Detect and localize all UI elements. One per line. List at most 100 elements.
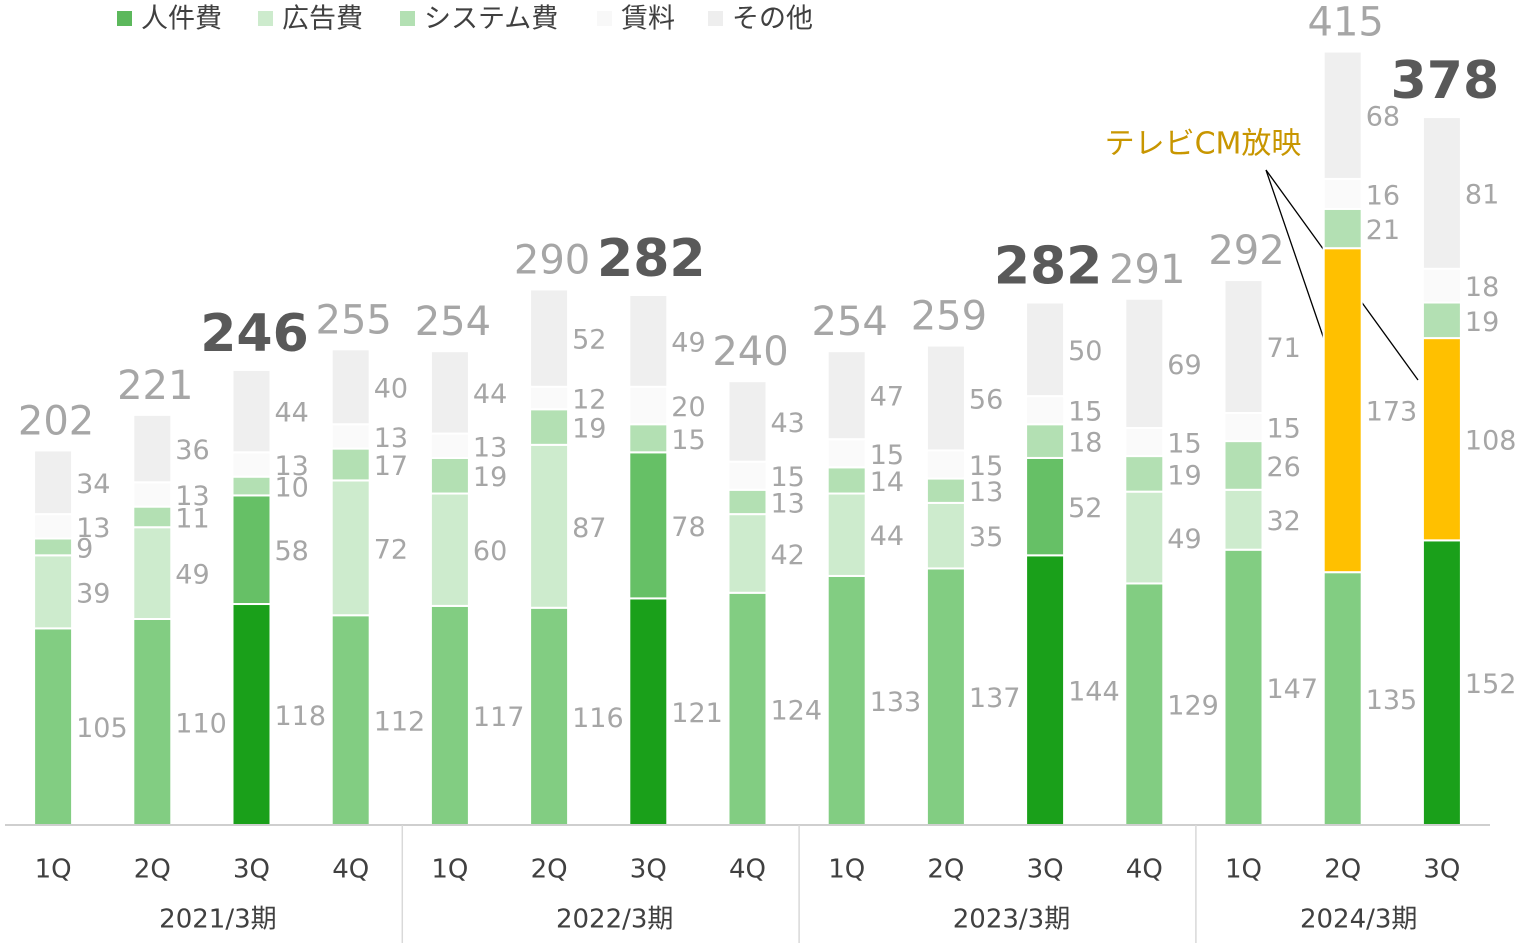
bar-segment	[330, 614, 371, 826]
segment-label: 147	[1267, 674, 1319, 705]
bar-segment	[1025, 554, 1066, 826]
bar-segment	[1223, 279, 1264, 415]
bar-segment	[925, 449, 966, 480]
segment-label: 13	[473, 432, 507, 463]
bar-segment	[33, 449, 74, 516]
bar-segment	[1322, 50, 1363, 180]
bar-segment	[33, 513, 74, 540]
bar-segment	[529, 385, 570, 411]
segment-label: 87	[572, 513, 606, 544]
x-tick-label: 2Q	[1324, 855, 1361, 885]
segment-label: 49	[671, 327, 705, 358]
segment-label: 112	[374, 707, 426, 738]
segment-label: 129	[1167, 691, 1219, 722]
segment-label: 133	[870, 687, 922, 718]
bar-segment	[1025, 395, 1066, 426]
bar-segment	[529, 288, 570, 388]
legend-swatch	[708, 11, 723, 26]
segment-label: 105	[76, 713, 128, 744]
bar-segment	[628, 451, 669, 600]
segment-label: 121	[671, 698, 723, 729]
segment-label: 116	[572, 703, 624, 734]
legend-label: 賃料	[621, 4, 675, 35]
segment-label: 19	[1167, 460, 1201, 491]
total-label: 221	[117, 363, 193, 409]
segment-label: 17	[374, 451, 408, 482]
segment-label: 69	[1167, 350, 1201, 381]
segment-label: 49	[175, 560, 209, 591]
bar-segment	[429, 604, 470, 827]
x-tick-label: 4Q	[332, 855, 369, 885]
bar-segment	[1124, 490, 1165, 585]
bar-segment	[1124, 297, 1165, 429]
segment-label: 108	[1465, 426, 1517, 457]
bar-segment	[1223, 488, 1264, 551]
total-label: 290	[514, 237, 590, 283]
bar-segment	[330, 447, 371, 482]
bar-segment	[132, 618, 173, 826]
group-label: 2022/3期	[556, 905, 673, 935]
segment-label: 40	[374, 373, 408, 404]
total-label: 291	[1109, 247, 1185, 293]
segment-label: 11	[175, 503, 209, 534]
segment-label: 173	[1366, 397, 1418, 428]
x-tick-label: 3Q	[233, 855, 270, 885]
segment-label: 78	[671, 512, 705, 543]
bar-segment	[330, 479, 371, 617]
segment-label: 137	[969, 683, 1021, 714]
bar-segment	[429, 492, 470, 607]
legend-swatch	[117, 11, 132, 26]
x-tick-label: 1Q	[828, 855, 865, 885]
bar-segment	[1124, 582, 1165, 826]
bar-segment	[727, 460, 768, 491]
segment-label: 43	[771, 408, 805, 439]
legend-swatch	[597, 11, 612, 26]
segment-label: 44	[275, 398, 309, 429]
bar-segment	[1421, 337, 1462, 542]
bar-segment	[1421, 539, 1462, 826]
segment-label: 50	[1068, 336, 1102, 367]
segment-label: 52	[572, 325, 606, 356]
bar-segment	[1322, 571, 1363, 826]
segment-label: 18	[1465, 272, 1499, 303]
bar-segment	[925, 567, 966, 826]
x-tick-label: 4Q	[729, 855, 766, 885]
segment-label: 72	[374, 534, 408, 565]
bar-segment	[1223, 440, 1264, 491]
segment-label: 81	[1465, 179, 1499, 210]
bar-segment	[727, 488, 768, 516]
legend-label: 人件費	[141, 4, 222, 35]
bar-segment	[330, 348, 371, 426]
annotation: テレビCM放映	[1105, 127, 1302, 162]
x-tick-label: 2Q	[927, 855, 964, 885]
bar-segment	[529, 408, 570, 446]
total-label: 254	[415, 299, 491, 345]
segment-label: 14	[870, 467, 904, 498]
total-label: 415	[1308, 0, 1384, 46]
bar-segment	[132, 526, 173, 621]
bar-segment	[132, 481, 173, 508]
group-label: 2023/3期	[953, 905, 1070, 935]
bar-segment	[628, 597, 669, 827]
legend-swatch	[400, 11, 415, 26]
segment-label: 42	[771, 540, 805, 571]
x-tick-label: 1Q	[1225, 855, 1262, 885]
segment-label: 49	[1167, 524, 1201, 555]
bar-segment	[628, 385, 669, 426]
x-tick-label: 3Q	[1423, 855, 1460, 885]
segment-label: 39	[76, 578, 110, 609]
segment-label: 10	[275, 473, 309, 504]
total-label: 246	[200, 304, 309, 364]
bar-segment	[727, 380, 768, 463]
bar-segment	[429, 432, 470, 459]
bar-segment	[1322, 247, 1363, 574]
annotation-line	[1265, 169, 1327, 346]
segment-label: 71	[1267, 333, 1301, 364]
bar-segment	[1421, 301, 1462, 340]
bar-segment	[33, 537, 74, 557]
group-label: 2021/3期	[159, 905, 276, 935]
bar-segment	[1025, 301, 1066, 398]
total-label: 259	[911, 294, 987, 340]
bar-segment	[925, 477, 966, 504]
